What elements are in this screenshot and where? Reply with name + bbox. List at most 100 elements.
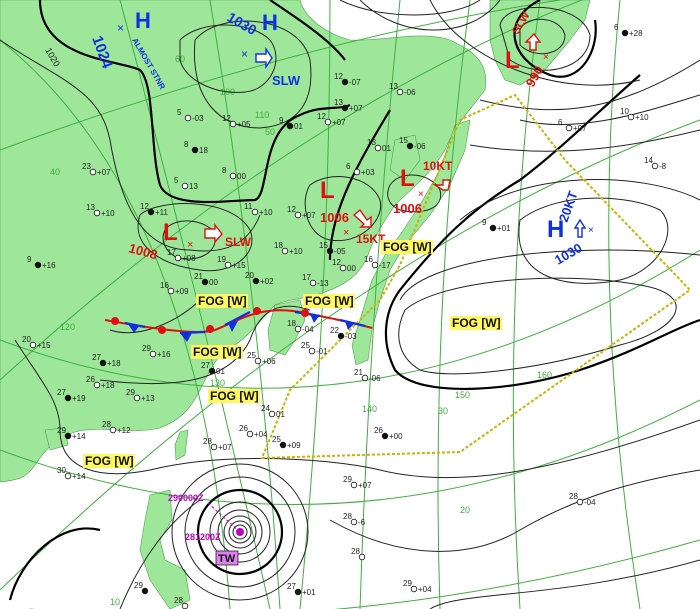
motion-arrow-icon	[432, 179, 451, 191]
station-pressure-tendency: +12	[117, 426, 131, 435]
station-circle-icon	[251, 208, 259, 216]
station-pressure-tendency: -13	[317, 279, 329, 288]
station-temperature: 28	[351, 547, 360, 556]
station-pressure-tendency: +07	[302, 211, 316, 220]
station-plot: 5 -03	[177, 108, 204, 123]
station-plot: 27 +19	[57, 388, 86, 403]
lat-label: 50	[265, 127, 275, 137]
low-symbol: L	[163, 219, 178, 246]
station-plot: 28 +12	[102, 420, 131, 435]
station-temperature: 25	[247, 351, 256, 360]
station-circle-icon	[64, 432, 72, 440]
station-temperature: 6	[346, 162, 351, 171]
station-plot: 20 +15	[22, 335, 51, 350]
low-symbol: L	[505, 47, 520, 74]
station-pressure-tendency: +16	[157, 350, 171, 359]
station-circle-icon	[64, 394, 72, 402]
station-plot: 10 +10	[620, 107, 649, 122]
station-circle-icon	[621, 29, 629, 37]
station-pressure-tendency: +06	[262, 357, 276, 366]
station-plot: 14 -8	[644, 156, 667, 171]
station-plot: 29 +14	[57, 426, 86, 441]
station-circle-icon	[396, 88, 404, 96]
station-temperature: 28	[102, 420, 111, 429]
station-circle-icon	[34, 261, 42, 269]
motion-arrow-icon	[573, 218, 587, 238]
low-symbol: L	[320, 177, 335, 204]
station-circle-icon	[627, 113, 635, 121]
station-pressure-tendency: +11	[155, 208, 169, 217]
motion-arrow-icon	[524, 32, 542, 51]
station-circle-icon	[350, 481, 358, 489]
station-circle-icon	[279, 441, 287, 449]
station-plot: 25 +06	[247, 351, 276, 366]
station-pressure-tendency: +14	[72, 472, 86, 481]
station-plot: 6 +03	[346, 162, 375, 177]
station-plot: 9 01	[279, 116, 303, 131]
fog-label: FOG [W]	[452, 316, 501, 330]
cross-icon: ×	[117, 21, 124, 35]
station-pressure-tendency: -03	[192, 114, 204, 123]
station-plot: 12 +11	[140, 202, 169, 217]
station-temperature: 9	[482, 218, 487, 227]
station-pressure-tendency: +28	[629, 29, 643, 38]
station-circle-icon	[410, 585, 418, 593]
station-pressure-tendency: +01	[302, 588, 316, 597]
lon-label: 110	[255, 110, 269, 120]
station-plot: 12 +05	[222, 114, 251, 129]
station-circle-icon	[109, 426, 117, 434]
station-temperature: 16	[160, 281, 169, 290]
station-circle-icon	[147, 208, 155, 216]
station-temperature: 29	[403, 579, 412, 588]
station-temperature: 10	[620, 107, 629, 116]
station-plot: 29 +04	[403, 579, 432, 594]
station-plot: 25 -01	[301, 341, 328, 356]
station-plot: 26 +18	[86, 375, 115, 390]
station-pressure-tendency: +10	[635, 113, 649, 122]
station-circle-icon	[353, 168, 361, 176]
motion-arrow-icon	[204, 222, 223, 244]
fog-label-background	[196, 294, 248, 308]
station-plot: 8 00	[222, 166, 246, 181]
station-circle-icon	[191, 146, 199, 154]
station-plot: 22 -03	[330, 326, 357, 341]
low-1006-west: L 1006 × 15KT	[320, 177, 386, 246]
station-plot: 29 +16	[142, 344, 171, 359]
station-temperature: 17	[302, 273, 311, 282]
station-circle-icon	[229, 172, 237, 180]
station-circle-icon	[308, 347, 316, 355]
station-plot: 27 +18	[92, 353, 121, 368]
station-temperature: 19	[217, 255, 226, 264]
station-temperature: 27	[92, 353, 101, 362]
fog-label-background	[303, 294, 355, 308]
station-pressure-tendency: +05	[237, 120, 251, 129]
fog-label-background	[381, 240, 433, 254]
station-circle-icon	[294, 211, 302, 219]
station-pressure-tendency: +15	[232, 261, 246, 270]
high-motion: SLW	[272, 73, 301, 88]
fog-label: FOG [W]	[198, 294, 247, 308]
fog-label-background	[83, 454, 135, 468]
fog-label: FOG [W]	[193, 345, 242, 359]
low-pressure: 1006	[320, 210, 349, 225]
station-temperature: 29	[57, 426, 66, 435]
station-temperature: 13	[86, 203, 95, 212]
station-temperature: 23	[82, 162, 91, 171]
station-plot: 27 01	[201, 361, 225, 376]
station-circle-icon	[326, 247, 334, 255]
station-temperature: 5	[174, 176, 179, 185]
station-circle-icon	[133, 394, 141, 402]
station-temperature: 8	[222, 166, 227, 175]
station-temperature: 27	[287, 582, 296, 591]
stationary-front	[104, 307, 373, 342]
station-plot: 8 18	[184, 140, 208, 155]
station-temperature: 27	[57, 388, 66, 397]
typhoon-time: 281200Z	[185, 532, 221, 542]
station-pressure-tendency: 00	[237, 172, 246, 181]
station-plot: 29 +13	[126, 388, 155, 403]
station-pressure-tendency: -06	[414, 142, 426, 151]
fog-label: FOG [W]	[383, 240, 432, 254]
station-temperature: 12	[317, 112, 326, 121]
station-plot: 16 +09	[160, 281, 189, 296]
typhoon-center-icon	[236, 528, 244, 536]
